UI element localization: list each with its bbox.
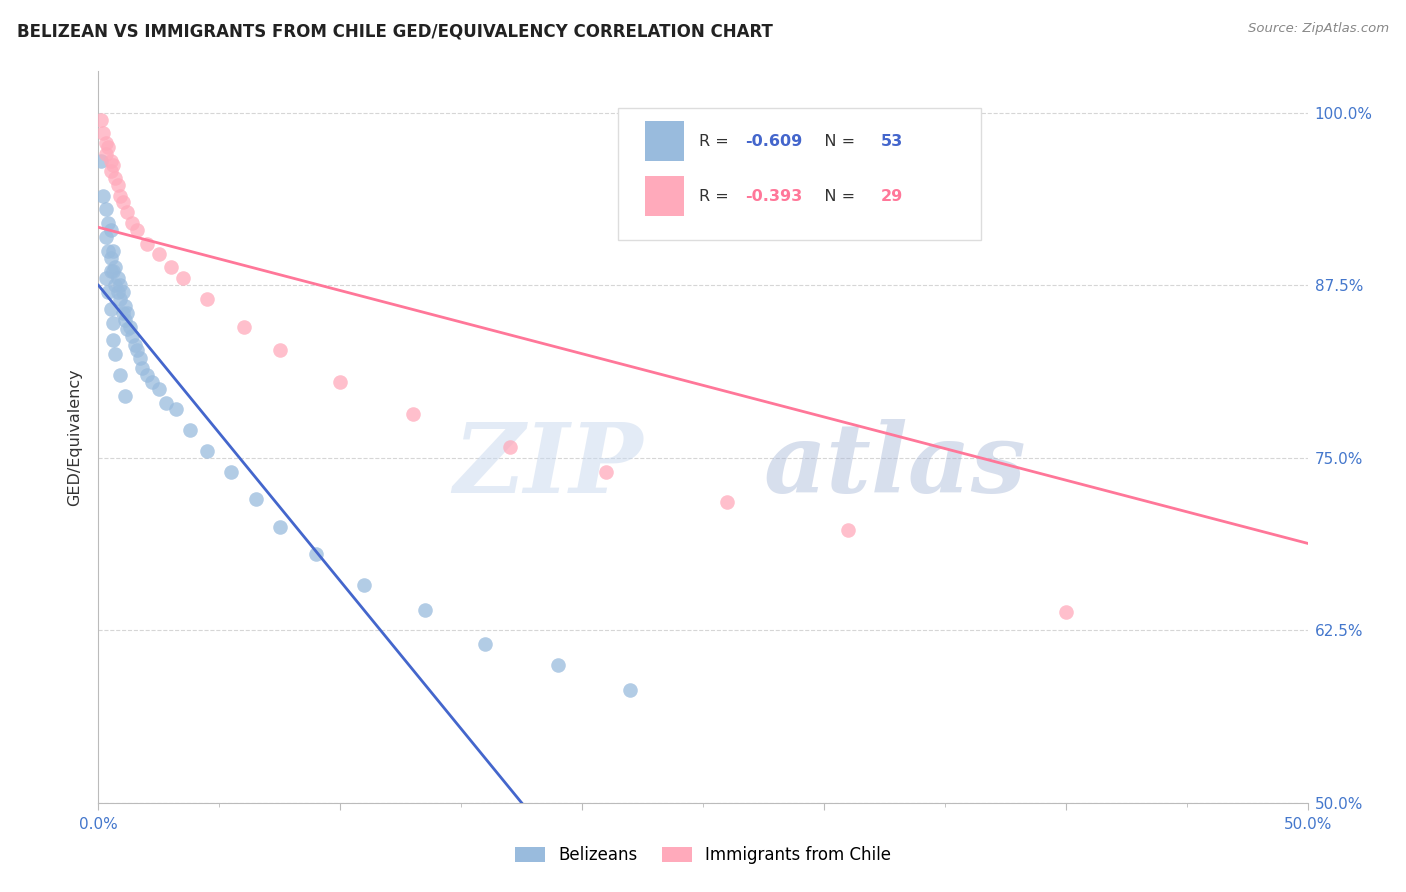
- Point: [128, 351, 150, 366]
- Point: [232, 319, 254, 334]
- Point: [121, 216, 143, 230]
- Point: [111, 306, 134, 320]
- Point: [90, 154, 112, 169]
- Point: [101, 334, 124, 348]
- Text: -0.609: -0.609: [745, 134, 803, 149]
- Point: [94, 271, 117, 285]
- Point: [104, 260, 127, 275]
- Point: [221, 465, 243, 479]
- Point: [111, 285, 134, 300]
- Point: [148, 246, 170, 260]
- Point: [474, 637, 496, 651]
- Y-axis label: GED/Equivalency: GED/Equivalency: [67, 368, 83, 506]
- Point: [101, 244, 124, 258]
- Point: [97, 140, 120, 154]
- Point: [135, 236, 157, 251]
- Point: [94, 202, 117, 217]
- Point: [101, 264, 124, 278]
- Point: [100, 301, 122, 316]
- Point: [107, 285, 129, 300]
- Text: N =: N =: [810, 134, 860, 149]
- Point: [104, 347, 127, 361]
- Point: [101, 158, 124, 172]
- Point: [97, 216, 120, 230]
- Point: [595, 465, 617, 479]
- Point: [121, 329, 143, 343]
- Point: [104, 278, 127, 293]
- Point: [547, 657, 569, 672]
- Text: R =: R =: [699, 134, 734, 149]
- Point: [837, 523, 859, 537]
- Point: [124, 337, 146, 351]
- Point: [245, 492, 267, 507]
- Point: [716, 495, 738, 509]
- Text: atlas: atlas: [763, 419, 1026, 513]
- Text: R =: R =: [699, 189, 734, 204]
- Point: [117, 322, 139, 336]
- Point: [114, 312, 136, 326]
- Point: [94, 230, 117, 244]
- Point: [179, 423, 201, 437]
- Point: [97, 244, 120, 258]
- Point: [118, 319, 141, 334]
- Point: [195, 292, 218, 306]
- Point: [329, 375, 352, 389]
- Point: [269, 343, 291, 358]
- Point: [269, 520, 291, 534]
- Text: -0.393: -0.393: [745, 189, 803, 204]
- Point: [117, 306, 139, 320]
- Text: 53: 53: [880, 134, 903, 149]
- Text: N =: N =: [810, 189, 860, 204]
- Point: [131, 361, 153, 376]
- Point: [127, 343, 149, 358]
- Point: [413, 602, 436, 616]
- Point: [114, 389, 136, 403]
- Point: [97, 285, 120, 300]
- Point: [108, 292, 131, 306]
- Point: [114, 299, 136, 313]
- Point: [94, 147, 117, 161]
- FancyBboxPatch shape: [645, 121, 683, 161]
- Point: [111, 195, 134, 210]
- Point: [100, 264, 122, 278]
- Point: [498, 440, 520, 454]
- Text: ZIP: ZIP: [453, 419, 643, 513]
- FancyBboxPatch shape: [645, 176, 683, 216]
- Point: [195, 443, 218, 458]
- Point: [305, 548, 328, 562]
- Point: [117, 205, 139, 219]
- Point: [172, 271, 194, 285]
- Point: [135, 368, 157, 382]
- Point: [165, 402, 187, 417]
- Point: [101, 316, 124, 330]
- Point: [100, 163, 122, 178]
- Point: [94, 136, 117, 150]
- Point: [402, 407, 425, 421]
- Legend: Belizeans, Immigrants from Chile: Belizeans, Immigrants from Chile: [515, 846, 891, 864]
- Point: [1054, 605, 1077, 619]
- Point: [107, 271, 129, 285]
- Text: Source: ZipAtlas.com: Source: ZipAtlas.com: [1249, 22, 1389, 36]
- Point: [155, 395, 177, 409]
- FancyBboxPatch shape: [619, 108, 981, 240]
- Point: [100, 154, 122, 169]
- Point: [619, 682, 641, 697]
- Text: BELIZEAN VS IMMIGRANTS FROM CHILE GED/EQUIVALENCY CORRELATION CHART: BELIZEAN VS IMMIGRANTS FROM CHILE GED/EQ…: [17, 22, 773, 40]
- Point: [91, 188, 114, 202]
- Point: [127, 223, 149, 237]
- Point: [91, 127, 114, 141]
- Point: [90, 112, 112, 127]
- Point: [108, 278, 131, 293]
- Text: 29: 29: [880, 189, 903, 204]
- Point: [141, 375, 163, 389]
- Point: [107, 178, 129, 192]
- Point: [100, 251, 122, 265]
- Point: [108, 368, 131, 382]
- Point: [104, 170, 127, 185]
- Point: [108, 188, 131, 202]
- Point: [160, 260, 183, 275]
- Point: [148, 382, 170, 396]
- Point: [353, 578, 375, 592]
- Point: [100, 223, 122, 237]
